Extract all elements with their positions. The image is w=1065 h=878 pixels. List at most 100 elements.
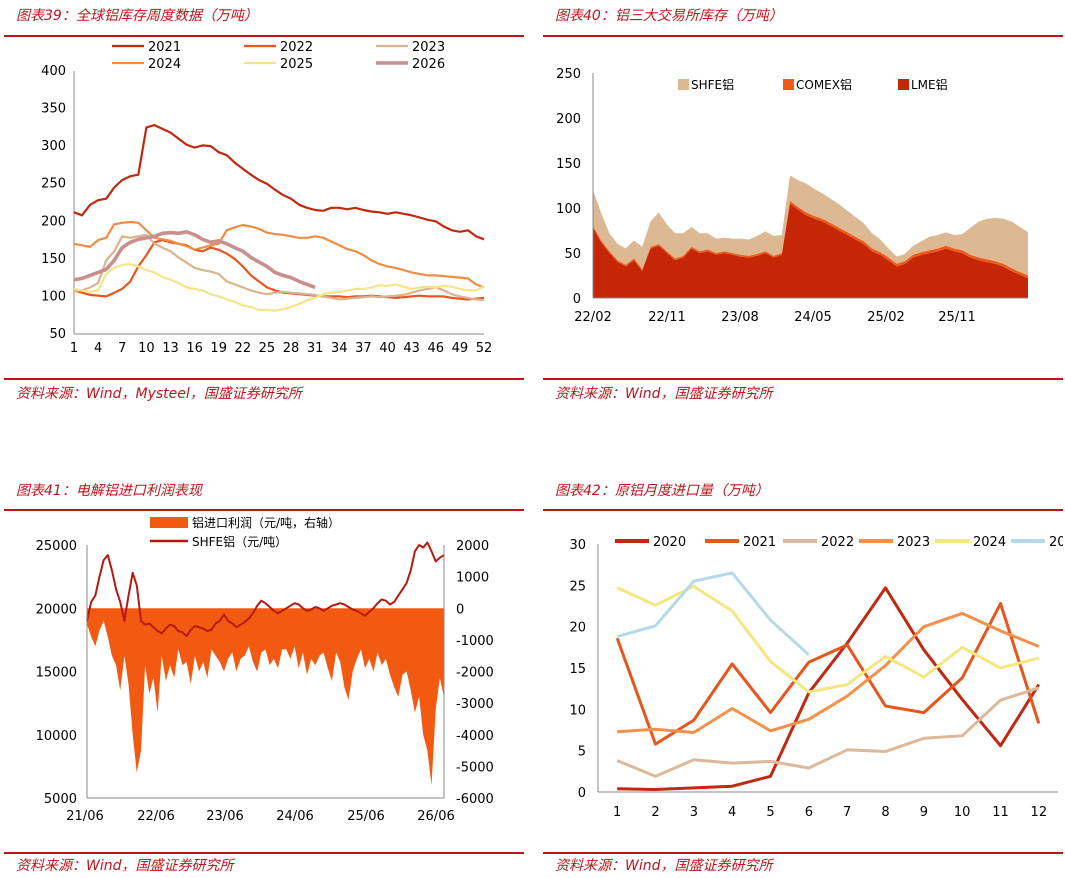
x-tick-label: 25/11	[938, 310, 975, 325]
legend-label: 2026	[412, 57, 445, 72]
y-tick-label: 10	[569, 703, 586, 718]
legend-label: 2025	[280, 57, 313, 72]
x-tick-label: 21/06	[66, 809, 103, 824]
x-tick-label: 31	[307, 341, 324, 356]
x-tick-label: 23/08	[721, 310, 758, 325]
legend-label: 2026	[1049, 535, 1063, 550]
x-tick-label: 13	[162, 341, 179, 356]
x-tick-label: 11	[992, 805, 1009, 820]
y-tick-label: 5	[578, 745, 586, 760]
legend-label: 2021	[148, 40, 181, 55]
y-tick-label: 30	[569, 538, 586, 553]
legend-label: 2024	[148, 57, 181, 72]
x-tick-label: 22	[235, 341, 252, 356]
legend-label: SHFE铝（元/吨）	[192, 534, 287, 549]
x-tick-label: 49	[452, 341, 469, 356]
y-tick-label: 100	[556, 202, 581, 217]
y-tick-label-right: -4000	[456, 729, 494, 744]
series-line-2022	[616, 686, 1040, 778]
series-line-2024	[73, 220, 485, 289]
title-rule	[4, 509, 524, 511]
chart-title: 图表39：全球铝库存周度数据（万吨）	[16, 8, 258, 24]
chart-title: 图表40：铝三大交易所库存（万吨）	[555, 8, 783, 24]
x-tick-label: 22/06	[137, 809, 174, 824]
y-tick-label: 0	[573, 292, 581, 307]
x-tick-label: 7	[843, 805, 851, 820]
x-tick-label: 9	[920, 805, 928, 820]
y-tick-label: 300	[41, 139, 66, 154]
y-tick-label: 200	[41, 214, 66, 229]
y-tick-label-left: 5000	[44, 792, 77, 807]
x-tick-label: 3	[690, 805, 698, 820]
y-tick-label: 25	[569, 579, 586, 594]
title-rule	[4, 35, 524, 37]
x-tick-label: 37	[355, 341, 372, 356]
x-tick-label: 23/06	[206, 809, 243, 824]
x-tick-label: 43	[403, 341, 420, 356]
x-tick-label: 46	[427, 341, 444, 356]
x-tick-label: 10	[954, 805, 971, 820]
y-tick-label: 50	[564, 247, 581, 262]
source-rule	[4, 852, 524, 854]
source-note: 资料来源：Wind，国盛证券研究所	[16, 858, 234, 874]
x-tick-label: 22/02	[574, 310, 611, 325]
series-line-2021	[615, 602, 1041, 746]
y-tick-label-right: -1000	[456, 634, 494, 649]
series-line-2023	[73, 233, 485, 302]
x-tick-label: 24/05	[794, 310, 831, 325]
x-tick-label: 24/06	[276, 809, 313, 824]
x-tick-label: 2	[651, 805, 659, 820]
y-tick-label: 100	[41, 289, 66, 304]
source-rule	[543, 852, 1063, 854]
legend-label: 2022	[821, 535, 854, 550]
x-tick-label: 40	[379, 341, 396, 356]
panel-exchange-inventory: 图表40：铝三大交易所库存（万吨） 0 50 100 150 200 250 22/02 22…	[543, 0, 1063, 420]
x-tick-label: 22/11	[648, 310, 685, 325]
chart-title: 图表41：电解铝进口利润表现	[16, 483, 202, 499]
x-tick-label: 12	[1031, 805, 1048, 820]
legend-label: COMEX铝	[796, 77, 852, 92]
y-tick-label-left: 10000	[36, 729, 77, 744]
x-tick-label: 5	[766, 805, 774, 820]
panel-monthly-imports: 图表42：原铝月度进口量（万吨） 0 5 10 15 20 25 30 1 2 3 4 5 6 7 8 9 10…	[543, 473, 1063, 878]
y-tick-label-right: 0	[456, 602, 464, 617]
x-tick-label: 28	[283, 341, 300, 356]
profit-area	[87, 608, 444, 786]
series-line-2020	[617, 586, 1041, 791]
series-line-2025	[73, 263, 485, 312]
area-LME铝	[593, 203, 1028, 298]
source-note: 资料来源：Wind，Mysteel，国盛证券研究所	[16, 386, 302, 402]
source-note: 资料来源：Wind，国盛证券研究所	[555, 858, 773, 874]
title-rule	[543, 509, 1063, 511]
legend-label: 2023	[412, 40, 445, 55]
x-tick-label: 4	[728, 805, 736, 820]
legend-swatch	[678, 79, 689, 90]
x-tick-label: 4	[94, 341, 102, 356]
y-tick-label: 250	[556, 67, 581, 82]
y-tick-label: 350	[41, 102, 66, 117]
source-rule	[4, 378, 524, 380]
chart-global-inventory: 50 100 150 200 250 300 350 400 1 4 7 10 13 16 19 22 25 28…	[41, 40, 492, 356]
y-tick-label: 150	[556, 157, 581, 172]
x-tick-label: 34	[331, 341, 348, 356]
series-line-2021	[73, 123, 485, 241]
y-tick-label-right: 2000	[456, 539, 489, 554]
x-tick-label: 1	[70, 341, 78, 356]
chart-import-profit: 500010000150002000025000-6000-5000-4000-…	[36, 515, 494, 824]
legend-swatch	[783, 79, 794, 90]
y-tick-label-left: 20000	[36, 602, 77, 617]
y-tick-label: 250	[41, 177, 66, 192]
x-tick-label: 26/06	[417, 809, 454, 824]
legend-swatch	[150, 517, 188, 528]
legend-label: 2023	[897, 535, 930, 550]
y-tick-label-left: 25000	[36, 539, 77, 554]
y-tick-label: 0	[578, 786, 586, 801]
legend-swatch	[898, 79, 909, 90]
area-SHFE铝	[593, 175, 1028, 276]
x-tick-label: 8	[881, 805, 889, 820]
source-note: 资料来源：Wind，国盛证券研究所	[555, 386, 773, 402]
series-line-2024	[616, 584, 1040, 694]
y-tick-label-right: -3000	[456, 697, 494, 712]
x-tick-label: 25/02	[867, 310, 904, 325]
